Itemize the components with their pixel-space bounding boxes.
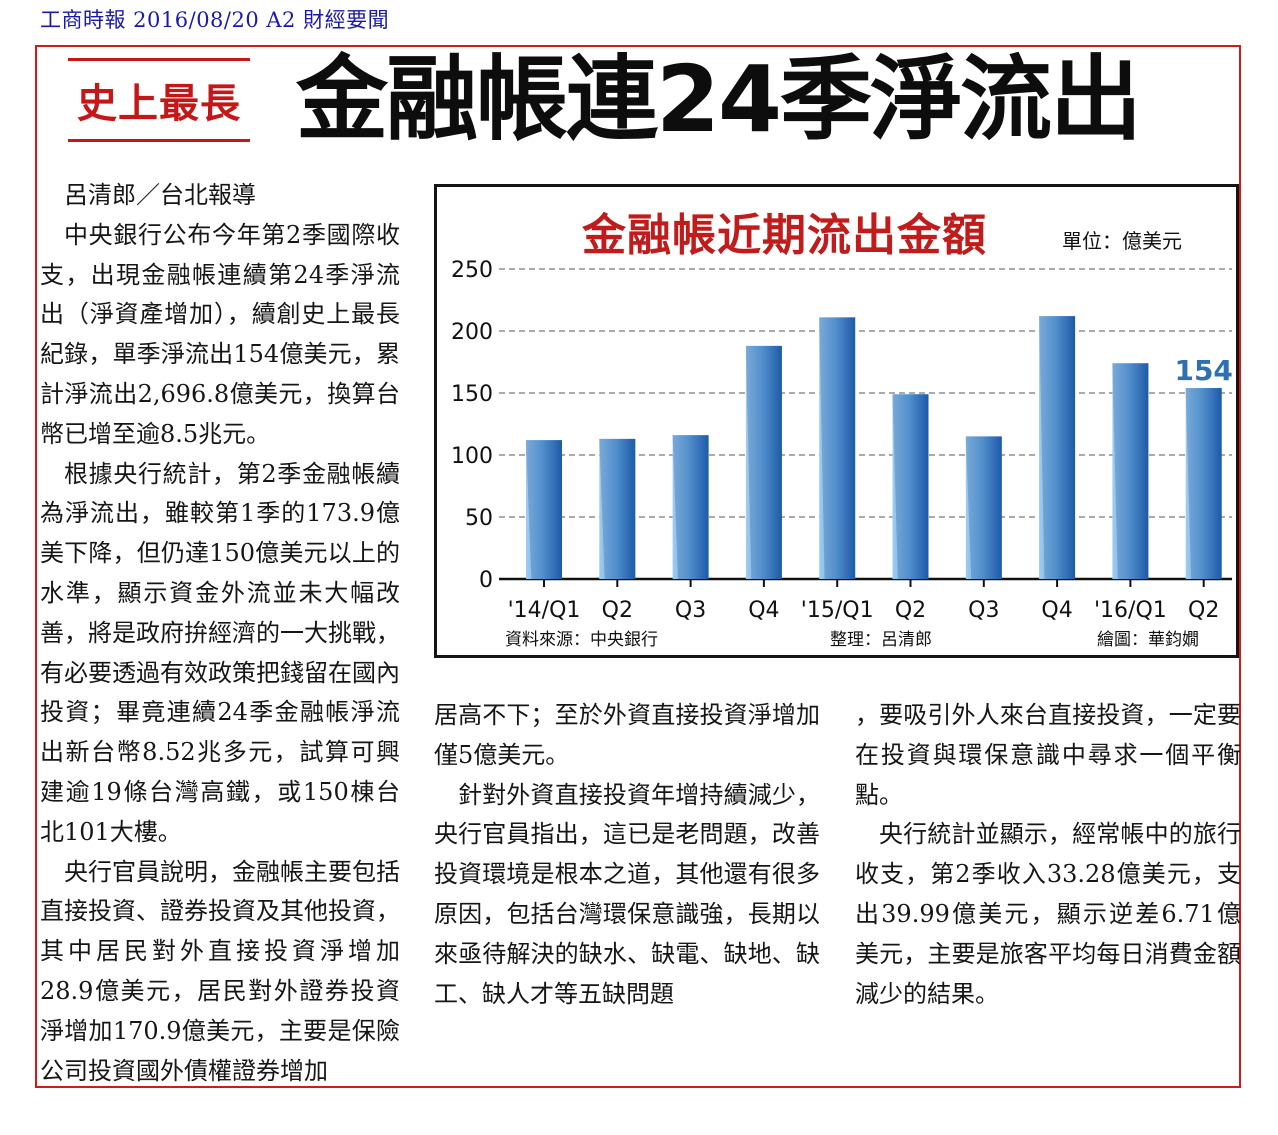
source-line: 工商時報 2016/08/20 A2 財經要聞 [40,8,390,32]
x-tick-label: Q2 [895,598,926,623]
article-frame [35,45,1241,1088]
bar-shade [672,435,709,579]
kicker-box: 史上最長 [68,58,250,142]
headline: 金融帳連24季淨流出 [296,46,1142,153]
x-tick-label: Q3 [675,598,706,623]
chart-title: 金融帳近期流出金額 [582,210,987,261]
paragraph: 居高不下；至於外資直接投資淨增加僅5億美元。 [434,701,820,769]
y-tick-label: 250 [451,258,493,283]
article-column-2: 居高不下；至於外資直接投資淨增加僅5億美元。 針對外資直接投資年增持續減少，央行… [434,696,820,1014]
data-label: 154 [1174,354,1232,387]
bar-chart: 0 50 100 150 200 250 '14/Q1 Q2 Q3 Q4 '15/Q1 Q2 Q3 Q4 '… [451,258,1233,623]
bar [745,345,782,579]
x-tick-label: '14/Q1 [508,598,581,623]
bar-shade [819,317,856,579]
kicker-text: 史上最長 [77,81,241,127]
x-tick-label: Q4 [748,598,779,623]
bar-shade [599,438,636,579]
bar-shade [1039,316,1076,579]
chart-editor: 整理：呂清郎 [830,630,932,650]
y-tick-label: 200 [451,320,493,345]
chart-unit: 單位：億美元 [1062,229,1182,253]
bar-shade [892,394,929,579]
bar [1039,316,1076,579]
x-tick-label: Q3 [968,598,999,623]
y-tick-label: 150 [451,382,493,407]
bar-shade [1112,363,1149,579]
y-tick-label: 50 [465,506,493,531]
article-column-3: ，要吸引外人來台直接投資，一定要在投資與環保意識中尋求一個平衡點。 央行統計並顯… [855,696,1241,1014]
paragraph: 針對外資直接投資年增持續減少，央行官員指出，這已是老問題，改善投資環境是根本之道… [434,780,820,1008]
paragraph: 央行統計並顯示，經常帳中的旅行收支，第2季收入33.28億美元，支出39.99億… [855,820,1241,1008]
byline: 呂清郎／台北報導 [64,181,256,209]
bar [599,438,636,579]
bar-shade [526,440,562,579]
bar [1112,363,1149,579]
chart-box: 0 50 100 150 200 250 '14/Q1 Q2 Q3 Q4 '15/Q1 Q2 Q3 Q4 '… [434,184,1239,658]
y-tick-label: 0 [479,568,493,593]
paragraph: ，要吸引外人來台直接投資，一定要在投資與環保意識中尋求一個平衡點。 [855,701,1241,809]
bar [892,394,929,579]
paragraph: 根據央行統計，第2季金融帳續為淨流出，雖較第1季的173.9億美下降，但仍達15… [40,459,400,846]
x-tick-label: Q2 [1188,598,1219,623]
bar [819,317,856,579]
bar [965,436,1002,579]
bar-shade [1185,388,1222,579]
chart-source: 資料來源：中央銀行 [505,630,658,650]
chart-artist: 繪圖：華鈞嫺 [1097,630,1199,650]
article-column-1: 呂清郎／台北報導 中央銀行公布今年第2季國際收支，出現金融帳連續第24季淨流出（… [40,176,400,1091]
x-tick-label: '16/Q1 [1094,598,1167,623]
bar-shade [965,436,1002,579]
bar [1185,388,1222,579]
x-tick-label: '15/Q1 [801,598,874,623]
bar [526,440,562,579]
x-tick-label: Q4 [1041,598,1072,623]
y-tick-label: 100 [451,444,493,469]
paragraph: 中央銀行公布今年第2季國際收支，出現金融帳連續第24季淨流出（淨資產增加），續創… [40,220,400,448]
x-tick-label: Q2 [602,598,633,623]
bar-shade [745,345,782,579]
paragraph: 央行官員說明，金融帳主要包括直接投資、證券投資及其他投資，其中居民對外直接投資淨… [40,857,400,1085]
bar [672,435,709,579]
